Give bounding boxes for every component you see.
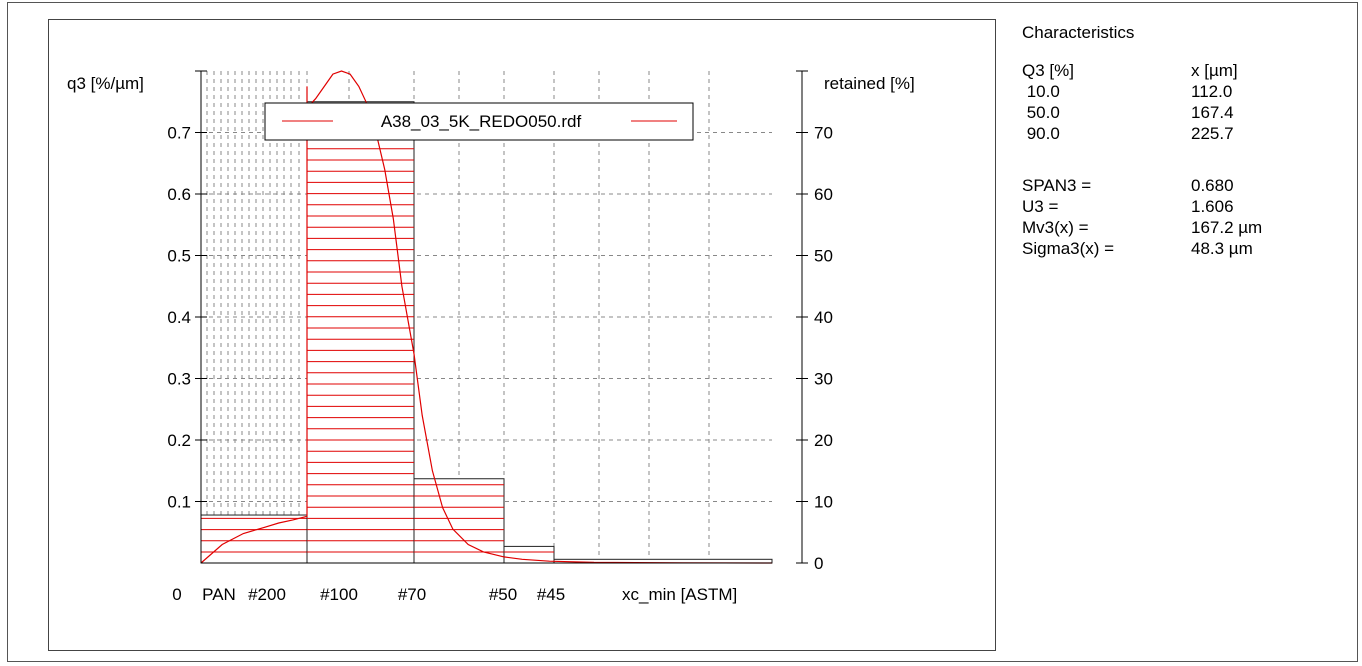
histogram-bar <box>414 479 504 563</box>
x-tick-label: #200 <box>248 585 286 604</box>
left-y-tick-label: 0.2 <box>167 431 191 450</box>
q3-column-header: Q3 [%] <box>1022 60 1074 81</box>
left-y-axis-title: q3 [%/µm] <box>67 74 144 93</box>
characteristics-panel: Characteristics Q3 [%] x [µm] 10.0 112.0… <box>1022 22 1352 322</box>
right-y-tick-label: 20 <box>814 431 833 450</box>
x-tick-label: 0 <box>172 585 181 604</box>
left-y-tick-label: 0.3 <box>167 370 191 389</box>
x-column-header: x [µm] <box>1191 60 1238 81</box>
quantile-q3-value: 50.0 <box>1022 102 1060 123</box>
quantile-q3-value: 10.0 <box>1022 81 1060 102</box>
x-tick-label: #100 <box>320 585 358 604</box>
stat-label: SPAN3 = <box>1022 175 1091 196</box>
quantile-x-value: 167.4 <box>1191 102 1234 123</box>
left-y-tick-label: 0.7 <box>167 124 191 143</box>
x-tick-label: #70 <box>398 585 426 604</box>
right-y-tick-label: 30 <box>814 370 833 389</box>
q3-distribution-chart: 0.1 0.2 0.3 0.4 0.5 0.6 0.7 0 10 20 30 40 50 60 70 q3 [… <box>49 20 995 650</box>
stat-value: 0.680 <box>1191 175 1234 196</box>
quantile-x-value: 112.0 <box>1191 81 1232 102</box>
stat-value: 167.2 µm <box>1191 217 1262 238</box>
x-tick-label: PAN <box>202 585 236 604</box>
quantile-q3-value: 90.0 <box>1022 123 1060 144</box>
x-axis-title: xc_min [ASTM] <box>622 585 737 604</box>
right-y-tick-label: 40 <box>814 308 833 327</box>
right-y-axis-title: retained [%] <box>824 74 915 93</box>
quantile-x-value: 225.7 <box>1191 123 1234 144</box>
left-y-tick-label: 0.1 <box>167 493 191 512</box>
histogram-bar <box>201 515 307 563</box>
right-y-tick-label: 70 <box>814 124 833 143</box>
x-tick-label: #45 <box>537 585 565 604</box>
stat-label: Mv3(x) = <box>1022 217 1089 238</box>
characteristics-title: Characteristics <box>1022 22 1134 43</box>
stat-label: Sigma3(x) = <box>1022 238 1114 259</box>
right-y-tick-label: 10 <box>814 493 833 512</box>
stat-value: 1.606 <box>1191 196 1234 217</box>
right-y-tick-label: 50 <box>814 247 833 266</box>
x-tick-label: #50 <box>489 585 517 604</box>
left-y-tick-label: 0.4 <box>167 308 191 327</box>
left-y-tick-label: 0.5 <box>167 247 191 266</box>
right-y-tick-label: 60 <box>814 185 833 204</box>
stat-value: 48.3 µm <box>1191 238 1253 259</box>
chart-panel: 0.1 0.2 0.3 0.4 0.5 0.6 0.7 0 10 20 30 40 50 60 70 q3 [… <box>48 19 996 651</box>
right-y-tick-label: 0 <box>814 554 823 573</box>
left-y-tick-label: 0.6 <box>167 185 191 204</box>
stat-label: U3 = <box>1022 196 1058 217</box>
report-frame: 0.1 0.2 0.3 0.4 0.5 0.6 0.7 0 10 20 30 40 50 60 70 q3 [… <box>7 2 1358 662</box>
legend-label: A38_03_5K_REDO050.rdf <box>381 112 582 131</box>
